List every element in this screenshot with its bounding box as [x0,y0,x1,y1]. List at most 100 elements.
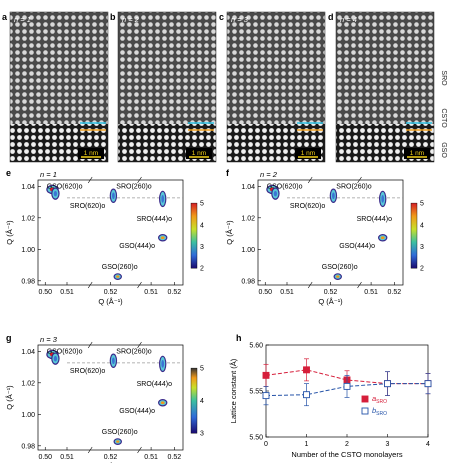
peak-core [160,401,165,405]
legend-marker [361,407,369,415]
axis-break [307,176,313,184]
colorbar-tick-label: 4 [420,222,424,229]
peak-core [160,236,165,240]
peak-core [380,236,385,240]
y-tick-label: 0.98 [21,278,35,285]
peak-label: GSO(620)o [267,183,303,190]
n-label: n = 1 [40,170,57,179]
scale-bar-bg [404,148,430,159]
colorbar-tick-label: 4 [200,398,204,405]
panel-letter: c [219,12,224,22]
legend-marker [361,395,369,403]
colorbar-tick-label: 5 [200,201,204,208]
y-axis-label: Lattice constant (Å) [229,358,238,423]
y-tick-label: 1.04 [241,184,255,191]
panel-frame [226,11,326,163]
series-bsro [262,371,432,407]
y-tick-label: 5.60 [249,343,263,350]
peak: GSO(444)o [119,234,168,250]
y-axis-label: Q (Å⁻¹) [5,220,14,245]
peak-label: SRO(260)o [116,348,152,355]
colorbar-tick-label: 5 [420,201,424,208]
x-tick-label: 0.50 [38,289,52,296]
x-tick-label: 0.51 [60,454,74,461]
data-point [343,382,351,390]
rsm-panel-f: f n = 2 1.04 1.02 1.00 0.980.50 0.51 0.52 0.51 0.… [225,168,424,306]
colorbar-tick-label: 2 [200,266,204,273]
scale-label: 1 nm [301,150,315,157]
peak-label: SRO(620)o [290,203,326,210]
y-tick-label: 1.00 [241,247,255,254]
y-tick-label: 1.02 [21,380,35,387]
peak-core [332,192,335,200]
peak-core [116,440,120,443]
peak: SRO(444)o [137,190,172,223]
x-tick-label: 0.51 [144,454,158,461]
axis-break [137,176,142,184]
data-point [303,391,310,399]
peak-core [112,357,115,365]
n-label: n = 1 [14,15,31,24]
peak-label: GSO(444)o [119,243,155,250]
rsm-panel-e: e n = 1 1.04 1.02 1.00 0.980.50 0.51 0.52 0.51 0.… [5,168,204,306]
x-axis-label: Q (Å⁻¹) [98,297,123,306]
peak: SRO(444)o [137,355,172,388]
colorbar-tick-label: 3 [200,244,204,251]
scale-label: 1 nm [410,150,424,157]
colorbar-tick-label: 5 [200,366,204,373]
peak: SRO(444)o [357,190,392,223]
x-tick-label: 0.50 [258,289,272,296]
peak-label: SRO(260)o [336,183,372,190]
peak-core [336,275,340,278]
peak-core [161,360,165,368]
peak-label: SRO(260)o [116,183,152,190]
x-tick-label: 1 [305,441,309,448]
peak-label: GSO(444)o [119,408,155,415]
peak-core [381,195,385,203]
x-tick-label: 0.52 [324,289,338,296]
x-tick-label: 0.52 [167,289,181,296]
data-point [262,371,270,379]
x-tick-label: 0.52 [387,289,401,296]
x-tick-label: 0.51 [144,289,158,296]
x-axis-label: Number of the CSTO monolayers [291,450,402,459]
stem-panel-b: 1 nm b n = 2 [110,11,217,163]
peak: GSO(260)o [102,264,138,280]
n-label: n = 3 [40,335,58,344]
peak-label: GSO(260)o [322,264,358,271]
peak: SRO(620)o [271,187,325,210]
scale-label: 1 nm [84,150,98,157]
y-tick-label: 0.98 [21,443,35,450]
peak-label: GSO(260)o [102,429,138,436]
data-point [262,392,270,400]
panel-letter: h [236,333,242,343]
peak: GSO(444)o [339,234,388,250]
x-tick-label: 0.50 [38,454,52,461]
axis-break [307,281,313,289]
x-tick-label: 0.52 [167,454,181,461]
n-label: n = 3 [231,15,249,24]
panel-frame [9,11,109,163]
peak: SRO(620)o [51,352,105,375]
axis-break [357,281,362,289]
peak-label: GSO(620)o [47,183,83,190]
data-point [303,366,310,374]
x-tick-label: 0.52 [104,454,118,461]
x-tick-label: 0.51 [60,289,74,296]
stem-panel-d: 1 nm d n = 4 [328,11,435,163]
layer-label-gso: GSO [440,142,447,158]
x-tick-label: 0.51 [364,289,378,296]
panel-frame [335,11,435,163]
colorbar-tick-label: 2 [420,266,424,273]
x-tick-label: 2 [345,441,349,448]
y-axis-label: Q (Å⁻¹) [5,385,14,410]
axis-break [87,341,93,349]
y-tick-label: 1.02 [241,215,255,222]
series-line [265,369,428,385]
layer-label-csto: CSTO [440,108,447,128]
scale-bar-bg [295,148,321,159]
axis-break [137,446,142,454]
y-axis-label: Q (Å⁻¹) [225,220,234,245]
n-label: n = 4 [340,15,357,24]
